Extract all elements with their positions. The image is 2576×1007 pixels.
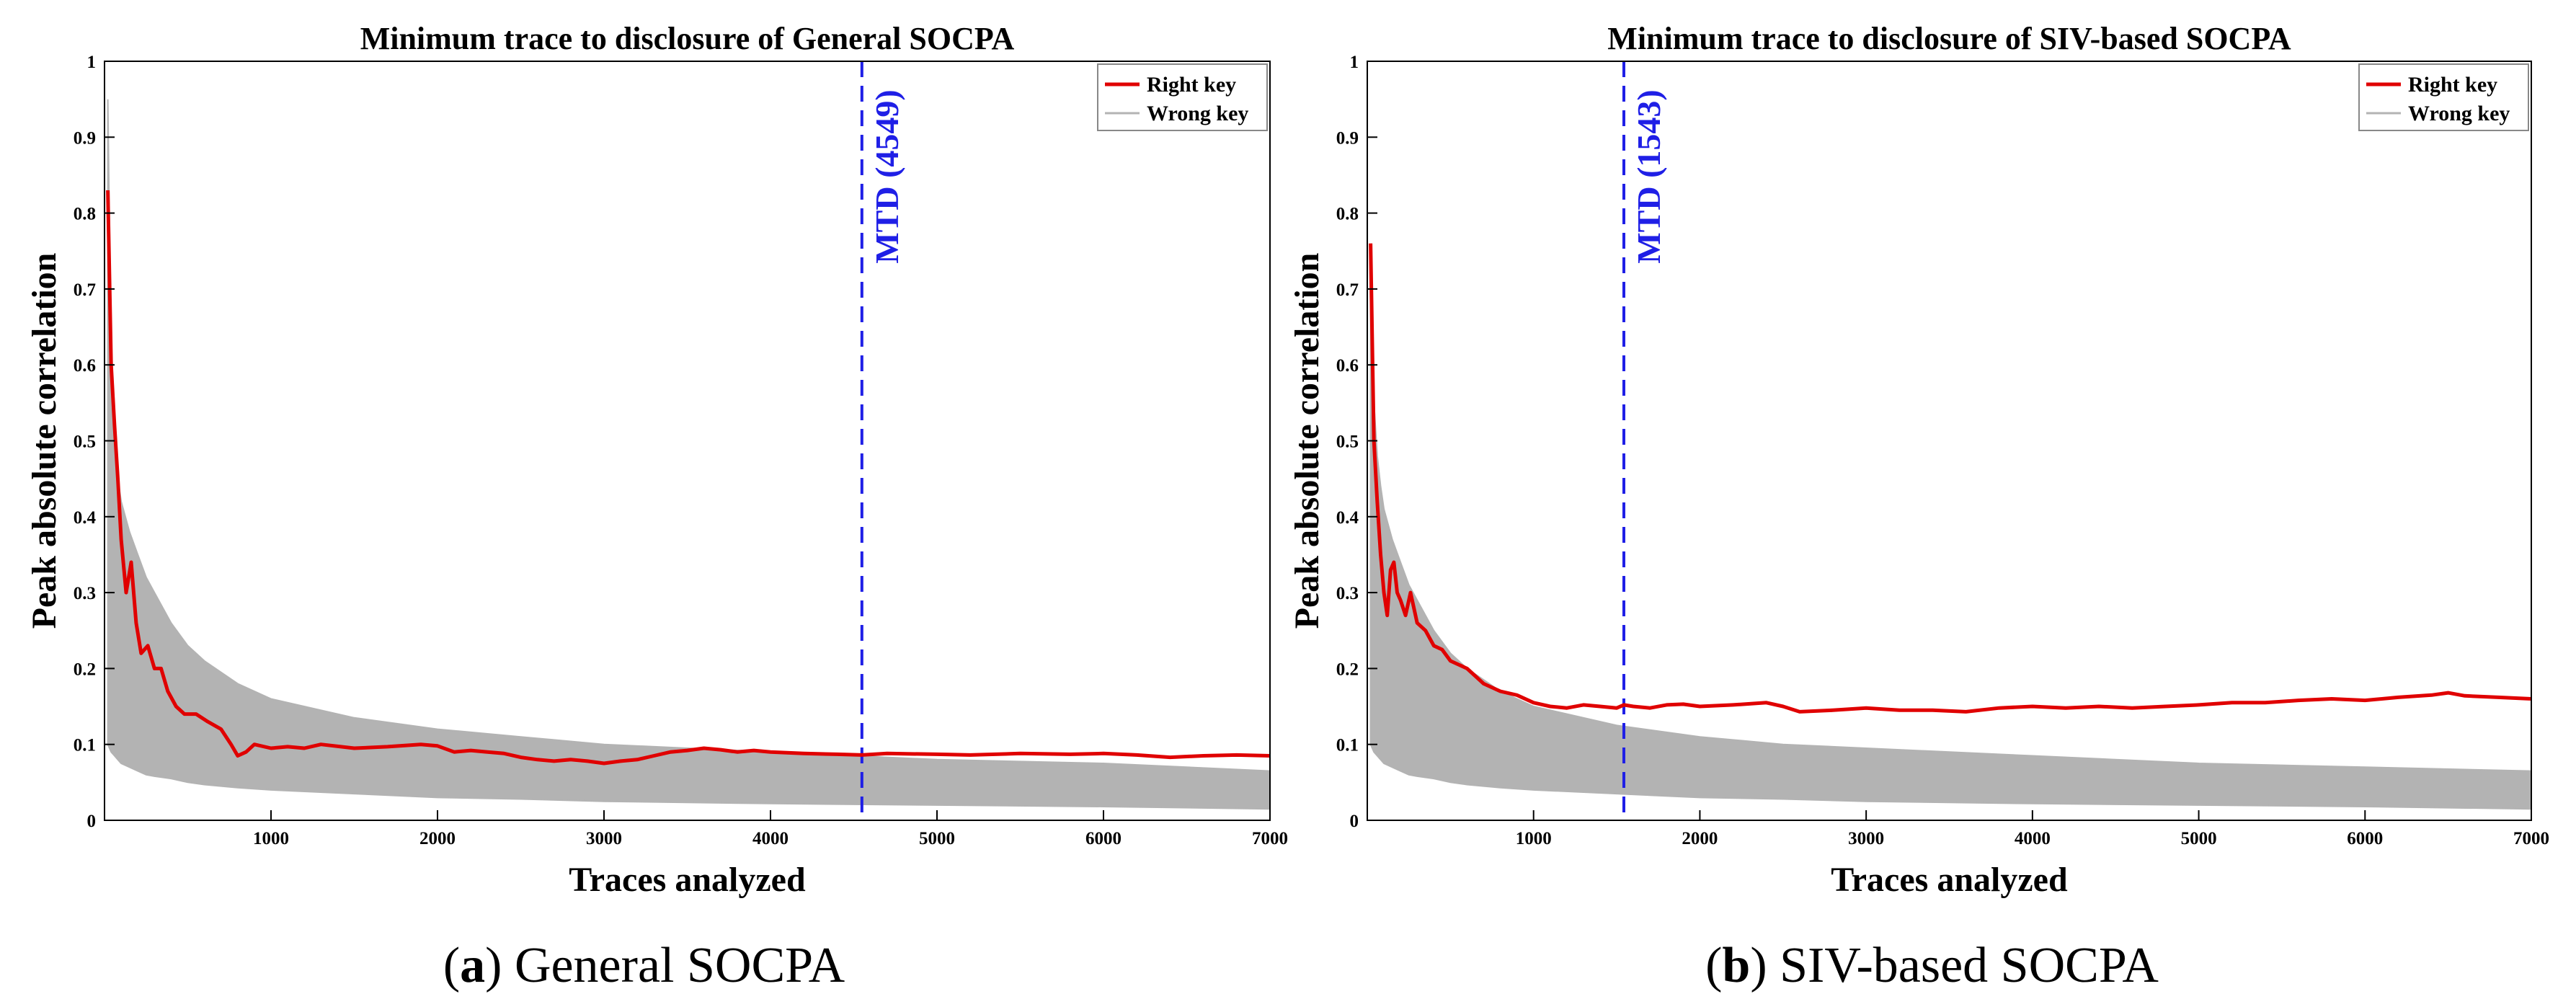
legend-label-wrong-key: Wrong key: [2408, 102, 2510, 125]
y-axis-label: Peak absolute correlation: [25, 253, 63, 629]
legend-box: [2358, 63, 2529, 131]
y-tick-label: 0.5: [74, 432, 96, 452]
chart-title: Minimum trace to disclosure of General S…: [360, 21, 1015, 56]
legend-label-right-key: Right key: [1147, 73, 1236, 97]
y-tick-label: 0.4: [74, 508, 97, 528]
x-tick-label: 1000: [1516, 829, 1552, 848]
chart-general-socpa: Minimum trace to disclosure of General S…: [25, 21, 1288, 899]
y-tick-label: 1: [1350, 53, 1359, 72]
legend-box: [1097, 63, 1268, 131]
right-key-line: [106, 190, 1271, 766]
axes-frame: [1367, 61, 2532, 821]
wrong-key-band: [107, 99, 1271, 810]
caption-letter: a: [460, 938, 486, 993]
y-tick-label: 0.9: [1336, 128, 1359, 148]
x-tick-label: 5000: [919, 829, 955, 848]
x-tick-label: 3000: [1848, 829, 1884, 848]
legend: Right key Wrong key: [2358, 63, 2529, 131]
y-tick-label: 0.7: [74, 280, 96, 300]
y-tick-label: 0.8: [74, 205, 96, 224]
y-tick-label: 0: [87, 812, 97, 831]
y-tick-label: 0: [1350, 812, 1359, 831]
right-key-line: [1369, 243, 2532, 714]
caption-b: (b) SIV-based SOCPA: [1705, 938, 2159, 993]
mtd-label: MTD (4549): [869, 89, 905, 263]
x-axis-label: Traces analyzed: [569, 861, 806, 899]
x-tick-label: 6000: [2347, 829, 2383, 848]
mtd-label: MTD (1543): [1630, 89, 1667, 263]
legend-label-right-key: Right key: [2408, 73, 2497, 97]
x-tick-label: 3000: [586, 829, 622, 848]
caption-text: SIV-based SOCPA: [1780, 938, 2159, 993]
panel-siv-socpa: Minimum trace to disclosure of SIV-based…: [1288, 0, 2576, 1007]
legend: Right key Wrong key: [1097, 63, 1268, 131]
y-tick-label: 0.4: [1336, 508, 1359, 528]
y-tick-label: 0.2: [1336, 660, 1359, 679]
y-tick-label: 0.2: [74, 660, 96, 679]
y-tick-label: 0.5: [1336, 432, 1359, 452]
x-tick-label: 2000: [419, 829, 456, 848]
wrong-key-band: [1369, 288, 2532, 810]
x-tick-label: 2000: [1682, 829, 1718, 848]
y-tick-label: 0.3: [1336, 584, 1359, 603]
x-tick-label: 4000: [2015, 829, 2051, 848]
chart-siv-socpa: Minimum trace to disclosure of SIV-based…: [1288, 21, 2549, 899]
x-tick-label: 7000: [2513, 829, 2549, 848]
y-tick-label: 0.1: [1336, 736, 1359, 755]
caption-a: (a) General SOCPA: [443, 938, 845, 993]
caption-letter: b: [1722, 938, 1751, 993]
y-tick-label: 0.7: [1336, 280, 1359, 300]
x-tick-label: 7000: [1252, 829, 1288, 848]
legend-label-wrong-key: Wrong key: [1147, 102, 1248, 125]
x-tick-label: 4000: [752, 829, 789, 848]
caption-text: General SOCPA: [514, 938, 845, 993]
y-tick-label: 0.6: [1336, 356, 1359, 376]
y-tick-label: 0.3: [74, 584, 96, 603]
y-tick-label: 0.9: [74, 128, 96, 148]
y-tick-label: 0.8: [1336, 205, 1359, 224]
x-axis-label: Traces analyzed: [1831, 861, 2068, 899]
y-tick-label: 0.6: [74, 356, 96, 376]
y-axis-label: Peak absolute correlation: [1288, 253, 1326, 629]
chart-title: Minimum trace to disclosure of SIV-based…: [1607, 21, 2291, 56]
y-tick-label: 0.1: [74, 736, 96, 755]
x-tick-label: 1000: [253, 829, 289, 848]
x-tick-label: 5000: [2181, 829, 2217, 848]
y-tick-label: 1: [87, 53, 97, 72]
panel-general-socpa: Minimum trace to disclosure of General S…: [25, 21, 1288, 993]
x-tick-label: 6000: [1085, 829, 1122, 848]
